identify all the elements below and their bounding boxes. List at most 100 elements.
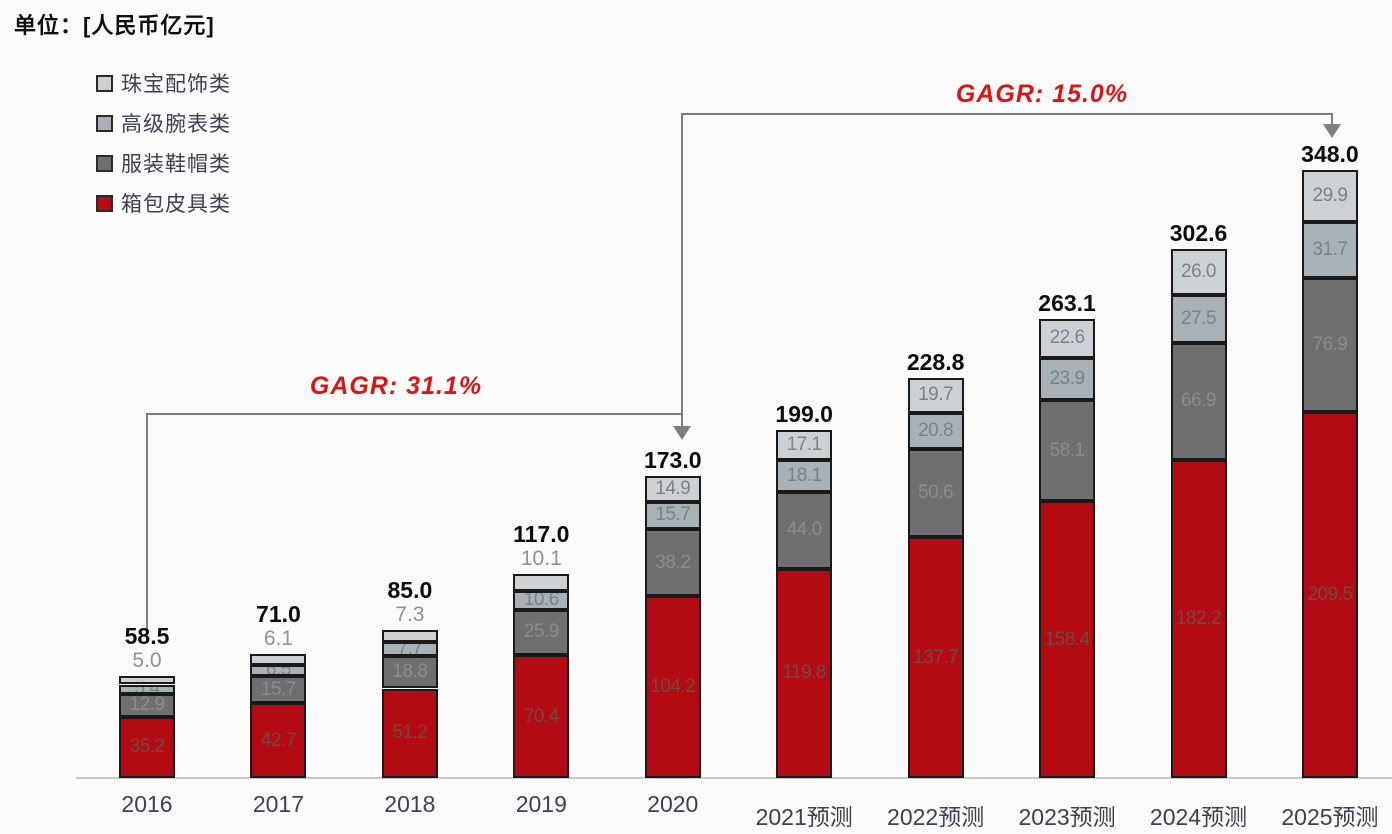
segment-value-label: 158.4 xyxy=(1044,628,1091,650)
bar-segment-珠宝配饰类-2021预测: 17.1 xyxy=(776,430,833,461)
segment-value-label: 15.7 xyxy=(260,678,296,700)
bar-segment-高级腕表类-2025预测: 31.7 xyxy=(1302,222,1358,278)
total-label-2018: 85.0 xyxy=(387,576,433,603)
segment-value-label: 38.2 xyxy=(655,551,691,573)
bar-segment-服装鞋帽类-2017: 15.7 xyxy=(250,676,307,704)
bar-segment-高级腕表类-2019: 10.6 xyxy=(513,591,570,610)
bar-segment-高级腕表类-2020: 15.7 xyxy=(644,501,701,530)
x-axis-label-2017: 2017 xyxy=(252,791,305,817)
segment-value-label: 25.9 xyxy=(523,621,559,643)
segment-value-label: 44.0 xyxy=(786,519,822,541)
segment-value-label: 18.8 xyxy=(392,661,428,683)
segment-value-label: 182.2 xyxy=(1175,607,1222,629)
bar-segment-服装鞋帽类-2023预测: 58.1 xyxy=(1039,399,1096,502)
segment-value-label: 6.5 xyxy=(265,664,291,676)
bar-segment-珠宝配饰类-2019 xyxy=(513,573,570,592)
segment-value-label: 20.8 xyxy=(918,419,954,441)
bar-segment-箱包皮具类-2020: 104.2 xyxy=(644,596,701,778)
bracket-line-left-vertical xyxy=(146,413,148,642)
bar-segment-箱包皮具类-2016: 35.2 xyxy=(119,716,175,778)
segment-value-label: 104.2 xyxy=(650,676,696,697)
legend-swatch-watches-icon xyxy=(96,114,113,132)
bar-segment-高级腕表类-2022预测: 20.8 xyxy=(907,412,964,449)
segment-value-label: 22.6 xyxy=(1049,327,1085,349)
legend-swatch-jewelry-icon xyxy=(96,74,113,92)
segment-value-label: 18.1 xyxy=(786,464,822,486)
bar-segment-高级腕表类-2018: 7.7 xyxy=(381,642,438,656)
bar-segment-箱包皮具类-2023预测: 158.4 xyxy=(1039,501,1096,778)
legend-swatch-apparel-icon xyxy=(96,154,113,172)
segment-value-label: 137.7 xyxy=(913,646,959,668)
bracket-line-middle-vertical xyxy=(681,113,683,426)
total-label-2023预测: 263.1 xyxy=(1038,289,1096,316)
segment-value-label: 50.6 xyxy=(918,482,954,504)
total-label-2022预测: 228.8 xyxy=(906,349,965,376)
bracket-line-lower-horizontal xyxy=(146,413,683,415)
legend-label: 高级腕表类 xyxy=(121,113,231,136)
x-axis-label-2024预测: 2024预测 xyxy=(1149,804,1248,830)
bar-segment-高级腕表类-2017: 6.5 xyxy=(250,664,307,676)
bar-segment-高级腕表类-2024预测: 27.5 xyxy=(1170,294,1227,343)
segment-value-label: 58.1 xyxy=(1049,439,1085,461)
total-label-2025预测: 348.0 xyxy=(1301,141,1359,168)
total-label-2016: 58.5 xyxy=(124,622,170,649)
bar-segment-箱包皮具类-2024预测: 182.2 xyxy=(1170,459,1227,778)
legend-label: 箱包皮具类 xyxy=(121,193,231,216)
bar-segment-服装鞋帽类-2024预测: 66.9 xyxy=(1170,342,1227,460)
bar-segment-箱包皮具类-2025预测: 209.5 xyxy=(1302,412,1358,778)
unit-label: 单位：[人民币亿元] xyxy=(14,13,215,38)
bar-segment-服装鞋帽类-2016: 12.9 xyxy=(119,694,175,717)
segment-value-label: 15.7 xyxy=(655,504,691,526)
bar-segment-服装鞋帽类-2020: 38.2 xyxy=(644,529,701,596)
arrow-down-2025-icon xyxy=(1323,124,1341,138)
bar-segment-珠宝配饰类-2025预测: 29.9 xyxy=(1302,170,1358,223)
bracket-line-upper-horizontal xyxy=(681,113,1333,115)
total-label-2020: 173.0 xyxy=(643,446,702,473)
bar-segment-箱包皮具类-2021预测: 119.8 xyxy=(776,568,833,778)
total-label-2019: 117.0 xyxy=(513,520,570,547)
segment-value-label: 42.7 xyxy=(260,729,296,751)
legend-swatch-bags-icon xyxy=(96,194,113,212)
segment-value-label: 27.5 xyxy=(1181,307,1216,329)
x-axis-label-2020: 2020 xyxy=(647,791,699,817)
segment-value-label: 5.4 xyxy=(135,687,160,692)
bar-segment-珠宝配饰类-2018 xyxy=(381,629,438,643)
segment-value-label: 23.9 xyxy=(1049,367,1085,389)
arrow-down-2020-icon xyxy=(673,426,691,440)
bar-segment-高级腕表类-2023预测: 23.9 xyxy=(1039,358,1096,400)
legend-item-apparel: 服装鞋帽类 xyxy=(96,143,231,183)
cagr-label-2016-2020: GAGR: 31.1% xyxy=(309,372,483,400)
segment-value-label: 66.9 xyxy=(1181,390,1216,412)
x-axis-label-2023预测: 2023预测 xyxy=(1018,804,1116,830)
legend-item-jewelry: 珠宝配饰类 xyxy=(96,63,231,103)
jewelry-value-above-bar: 10.1 xyxy=(520,546,562,570)
bar-segment-服装鞋帽类-2021预测: 44.0 xyxy=(776,491,833,569)
x-axis-label-2021预测: 2021预测 xyxy=(755,804,853,830)
segment-value-label: 29.9 xyxy=(1312,185,1348,207)
bar-segment-服装鞋帽类-2019: 25.9 xyxy=(513,609,570,655)
legend-item-bags: 箱包皮具类 xyxy=(96,183,231,223)
segment-value-label: 209.5 xyxy=(1307,584,1353,605)
segment-value-label: 19.7 xyxy=(918,384,954,406)
segment-value-label: 14.9 xyxy=(655,477,691,499)
cagr-label-2020-2025: GAGR: 15.0% xyxy=(955,80,1129,108)
legend-label: 服装鞋帽类 xyxy=(121,153,231,176)
x-axis-label-2025预测: 2025预测 xyxy=(1281,804,1379,830)
total-label-2017: 71.0 xyxy=(256,600,301,627)
bar-segment-服装鞋帽类-2018: 18.8 xyxy=(381,655,438,689)
x-axis-label-2016: 2016 xyxy=(121,791,173,817)
bar-segment-高级腕表类-2016: 5.4 xyxy=(119,684,175,694)
legend-label: 珠宝配饰类 xyxy=(121,73,231,96)
x-axis-label-2022预测: 2022预测 xyxy=(887,804,985,830)
legend-item-watches: 高级腕表类 xyxy=(96,103,231,143)
segment-value-label: 70.4 xyxy=(523,705,559,727)
segment-value-label: 26.0 xyxy=(1181,261,1216,283)
bar-segment-箱包皮具类-2018: 51.2 xyxy=(381,688,438,778)
bar-segment-箱包皮具类-2017: 42.7 xyxy=(250,703,307,778)
bracket-line-right-vertical xyxy=(1331,113,1333,125)
segment-value-label: 35.2 xyxy=(129,736,165,758)
bar-segment-珠宝配饰类-2020: 14.9 xyxy=(644,475,701,502)
jewelry-value-above-bar: 6.1 xyxy=(263,626,294,650)
jewelry-value-above-bar: 7.3 xyxy=(395,602,425,626)
